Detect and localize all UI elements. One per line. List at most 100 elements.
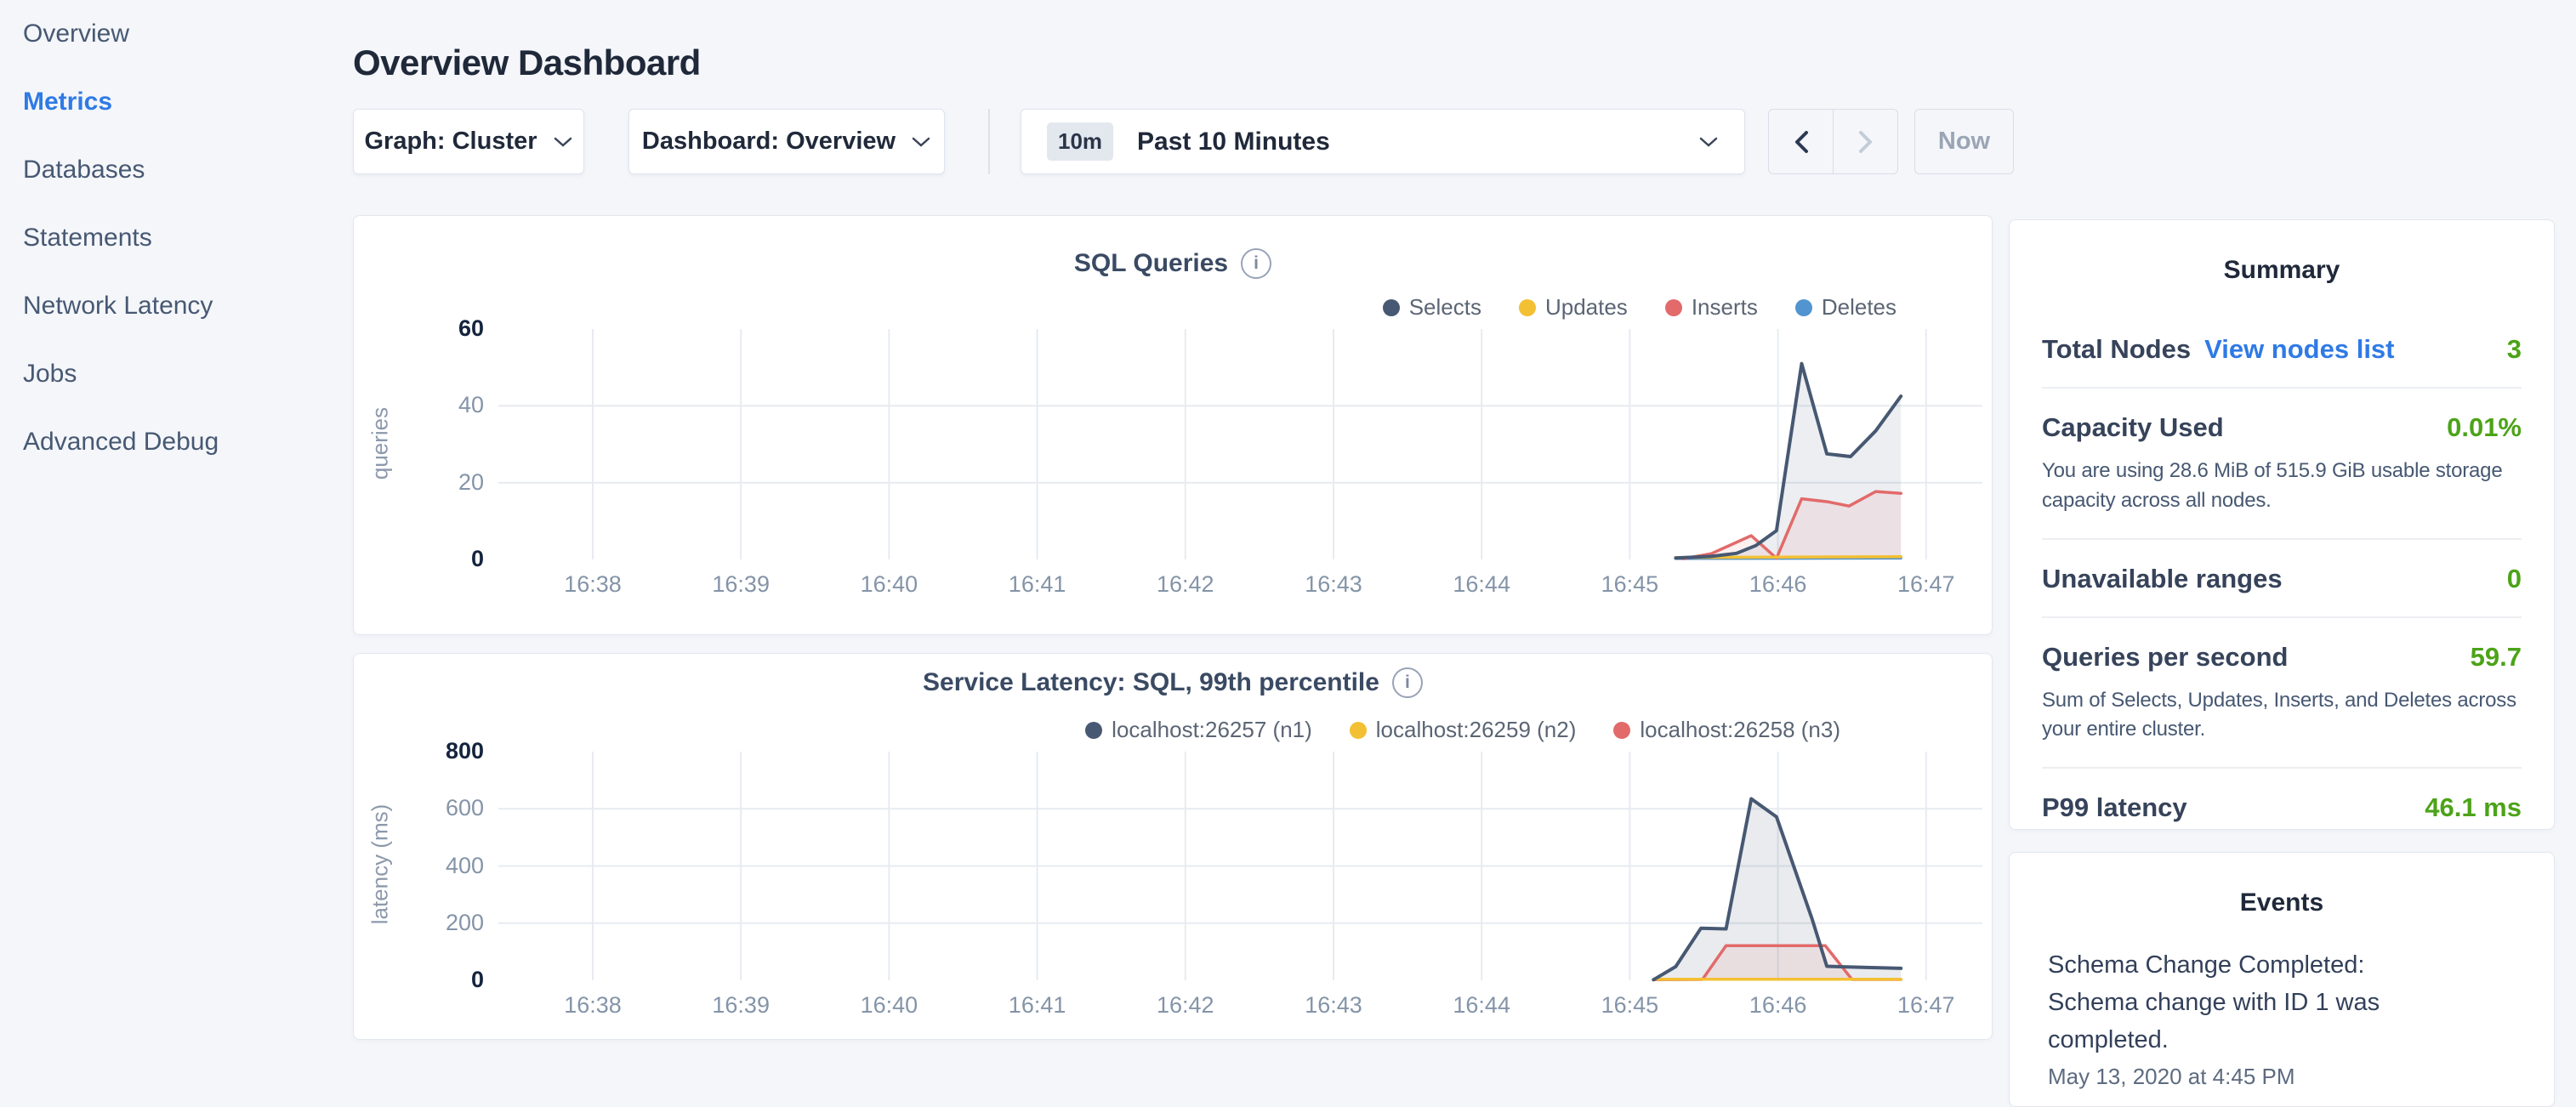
event-item: Schema Change Completed: Schema change w… [2010, 946, 2554, 1090]
legend-label: localhost:26259 (n2) [1376, 717, 1577, 743]
chevron-down-icon [1698, 136, 1719, 148]
summary-row-total-nodes: Total Nodes View nodes list 3 [2042, 307, 2522, 387]
x-tick-label: 16:42 [1143, 992, 1228, 1019]
x-tick-label: 16:45 [1587, 571, 1672, 598]
y-tick-label: 200 [433, 910, 484, 936]
legend-item[interactable]: localhost:26257 (n1) [1085, 717, 1312, 743]
events-panel: Events Schema Change Completed: Schema c… [2009, 852, 2555, 1107]
summary-row-capacity-used: Capacity Used 0.01% You are using 28.6 M… [2042, 387, 2522, 538]
legend-label: Selects [1409, 294, 1481, 321]
chevron-down-icon [911, 136, 931, 148]
time-range-label: Past 10 Minutes [1137, 128, 1698, 156]
sidebar: Overview Metrics Databases Statements Ne… [0, 0, 340, 476]
summary-row-description: Sum of Selects, Updates, Inserts, and De… [2042, 686, 2539, 746]
summary-row-p99-latency: P99 latency 46.1 ms [2042, 767, 2522, 845]
page-title: Overview Dashboard [353, 43, 701, 83]
info-icon[interactable]: i [1241, 248, 1271, 279]
x-tick-label: 16:44 [1439, 571, 1524, 598]
sql-queries-chart-card: SQL Queries i Selects Updates Inserts Delet… [353, 215, 1993, 635]
y-tick-label: 20 [433, 469, 484, 496]
y-tick-label: 40 [433, 392, 484, 418]
x-tick-label: 16:44 [1439, 992, 1524, 1019]
y-tick-label: 0 [433, 546, 484, 572]
sidebar-item-advanced-debug[interactable]: Advanced Debug [0, 408, 340, 476]
legend-item[interactable]: Inserts [1665, 294, 1758, 321]
legend-label: Updates [1545, 294, 1628, 321]
legend-label: Inserts [1692, 294, 1758, 321]
chevron-right-icon [1858, 130, 1874, 154]
summary-row-label: P99 latency [2042, 792, 2187, 823]
chart-legend: localhost:26257 (n1) localhost:26259 (n2)… [1085, 717, 1840, 743]
summary-row-value: 46.1 ms [2425, 792, 2522, 823]
sidebar-item-jobs[interactable]: Jobs [0, 340, 340, 408]
events-title: Events [2010, 888, 2554, 917]
summary-row-value: 0.01% [2447, 412, 2522, 443]
y-tick-label: 400 [433, 853, 484, 879]
info-icon[interactable]: i [1392, 667, 1423, 698]
toolbar-divider [988, 109, 990, 174]
x-tick-label: 16:43 [1291, 571, 1376, 598]
x-tick-label: 16:38 [550, 571, 635, 598]
summary-rows: Total Nodes View nodes list 3 Capacity U… [2042, 307, 2522, 845]
view-nodes-list-link[interactable]: View nodes list [2204, 334, 2394, 365]
sidebar-item-databases[interactable]: Databases [0, 136, 340, 204]
sidebar-item-network-latency[interactable]: Network Latency [0, 272, 340, 340]
summary-row-label: Capacity Used [2042, 412, 2224, 443]
now-button[interactable]: Now [1914, 109, 2014, 174]
graph-dropdown-label: Graph: Cluster [364, 128, 537, 156]
x-tick-label: 16:41 [995, 992, 1080, 1019]
event-timestamp: May 13, 2020 at 4:45 PM [2048, 1064, 2516, 1090]
sidebar-item-statements[interactable]: Statements [0, 204, 340, 272]
x-tick-label: 16:47 [1884, 992, 1969, 1019]
summary-row-unavailable-ranges: Unavailable ranges 0 [2042, 538, 2522, 616]
y-tick-label: 60 [433, 315, 484, 342]
x-tick-label: 16:40 [846, 992, 931, 1019]
y-tick-label: 600 [433, 795, 484, 821]
summary-row-label: Queries per second [2042, 642, 2288, 673]
y-axis-unit-label: queries [367, 359, 394, 529]
sidebar-item-overview[interactable]: Overview [0, 0, 340, 68]
legend-dot-icon [1350, 722, 1367, 739]
chevron-down-icon [553, 136, 573, 148]
summary-row-description: You are using 28.6 MiB of 515.9 GiB usab… [2042, 457, 2539, 516]
sql-queries-plot-area[interactable]: 020406016:3816:3916:4016:4116:4216:4316:… [511, 329, 1982, 559]
service-latency-plot-area[interactable]: 020040060080016:3816:3916:4016:4116:4216… [511, 752, 1982, 980]
summary-row-value: 0 [2507, 564, 2522, 594]
legend-item[interactable]: Updates [1519, 294, 1628, 321]
x-tick-label: 16:42 [1143, 571, 1228, 598]
legend-dot-icon [1795, 299, 1812, 316]
legend-item[interactable]: Deletes [1795, 294, 1896, 321]
y-tick-label: 800 [433, 738, 484, 764]
legend-item[interactable]: localhost:26259 (n2) [1350, 717, 1577, 743]
time-forward-button[interactable] [1833, 110, 1897, 173]
summary-title: Summary [2010, 256, 2554, 285]
service-latency-chart-card: Service Latency: SQL, 99th percentile i … [353, 653, 1993, 1040]
summary-row-label: Total Nodes [2042, 334, 2191, 365]
legend-dot-icon [1383, 299, 1400, 316]
summary-row-value: 3 [2507, 334, 2522, 365]
chart-title: Service Latency: SQL, 99th percentile [923, 668, 1379, 697]
time-back-button[interactable] [1769, 110, 1833, 173]
legend-item[interactable]: Selects [1383, 294, 1481, 321]
graph-dropdown[interactable]: Graph: Cluster [353, 109, 584, 174]
x-tick-label: 16:46 [1736, 992, 1821, 1019]
x-tick-label: 16:47 [1884, 571, 1969, 598]
time-range-badge: 10m [1047, 122, 1113, 161]
sidebar-item-metrics[interactable]: Metrics [0, 68, 340, 136]
x-tick-label: 16:45 [1587, 992, 1672, 1019]
summary-row-queries-per-second: Queries per second 59.7 Sum of Selects, … [2042, 616, 2522, 768]
chart-title: SQL Queries [1074, 249, 1228, 278]
x-tick-label: 16:43 [1291, 992, 1376, 1019]
dashboard-dropdown[interactable]: Dashboard: Overview [628, 109, 945, 174]
legend-dot-icon [1613, 722, 1630, 739]
y-tick-label: 0 [433, 967, 484, 993]
summary-row-label: Unavailable ranges [2042, 564, 2283, 594]
legend-item[interactable]: localhost:26258 (n3) [1613, 717, 1840, 743]
time-range-dropdown[interactable]: 10m Past 10 Minutes [1021, 109, 1745, 174]
legend-label: Deletes [1822, 294, 1896, 321]
x-tick-label: 16:46 [1736, 571, 1821, 598]
overview-dashboard-page: { "colors": { "page_bg": "#f4f6fa", "acc… [0, 0, 2576, 1051]
summary-panel: Summary Total Nodes View nodes list 3 Ca… [2009, 219, 2555, 830]
event-message: Schema Change Completed: Schema change w… [2048, 946, 2456, 1059]
x-tick-label: 16:40 [846, 571, 931, 598]
